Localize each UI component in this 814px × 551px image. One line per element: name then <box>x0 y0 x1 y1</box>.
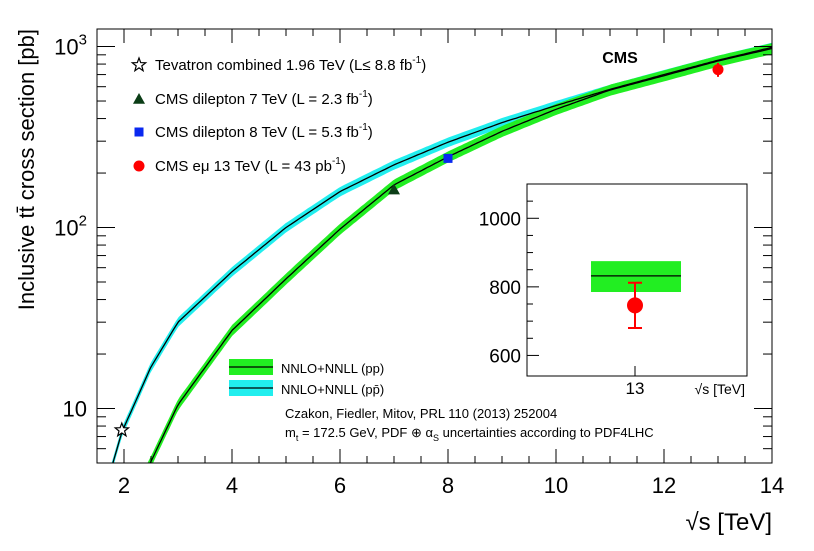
inset-x-axis-title: √s [TeV] <box>695 381 745 397</box>
legend-tevatron-marker <box>130 56 148 73</box>
inset-measurement-point <box>627 297 643 314</box>
cms-13tev-point <box>712 64 724 76</box>
legend-cms7-marker <box>133 93 145 104</box>
y-tick-label: 103 <box>54 32 87 60</box>
x-tick-label: 12 <box>652 473 676 498</box>
legend-entry-label: CMS dilepton 7 TeV (L = 2.3 fb-1) <box>155 89 373 108</box>
tevatron-point <box>113 421 131 438</box>
x-tick-label: 8 <box>442 473 454 498</box>
x-axis-title: √s [TeV] <box>685 509 772 536</box>
legend: Tevatron combined 1.96 TeV (L≤ 8.8 fb-1)… <box>130 55 654 443</box>
legend-band-label: NNLO+NNLL (pp̄) <box>281 382 384 397</box>
legend-entry-label: CMS dilepton 8 TeV (L = 5.3 fb-1) <box>155 122 373 141</box>
inset-plot: 600 800 1000 13 √s [TeV] <box>479 183 748 398</box>
main-axes: 2 4 6 8 10 12 14 10 102 103 √s [TeV] Inclusive tt̄ … <box>14 28 784 536</box>
legend-entry-label: Tevatron combined 1.96 TeV (L≤ 8.8 fb-1) <box>155 55 426 74</box>
cms-7tev-point <box>388 183 400 195</box>
legend-band-label: NNLO+NNLL (pp) <box>281 361 384 376</box>
y-tick-label: 10 <box>63 397 87 422</box>
inset-y-tick-label: 600 <box>489 346 521 367</box>
y-tick-label: 102 <box>54 213 87 241</box>
ppbar-band-central-line <box>112 46 772 463</box>
x-tick-label: 10 <box>544 473 568 498</box>
cms-label: CMS <box>602 50 638 67</box>
legend-cms13-marker <box>133 160 145 172</box>
inset-y-tick-label: 800 <box>489 278 521 299</box>
legend-cms8-marker <box>134 127 144 137</box>
plot-frame <box>96 28 773 464</box>
uncertainty-note: mt = 172.5 GeV, PDF ⊕ αS uncertainties a… <box>285 425 654 443</box>
x-tick-label: 4 <box>226 473 238 498</box>
y-axis-title: Inclusive tt̄ cross section [pb] <box>14 29 39 310</box>
inset-y-tick-label: 1000 <box>479 209 521 230</box>
legend-entry-label: CMS eμ 13 TeV (L = 43 pb-1) <box>155 156 346 175</box>
citation-text: Czakon, Fiedler, Mitov, PRL 110 (2013) 2… <box>285 406 557 421</box>
x-tick-label: 6 <box>334 473 346 498</box>
x-tick-label: 2 <box>118 473 130 498</box>
theory-bands <box>111 42 772 463</box>
inset-x-tick-label: 13 <box>626 379 645 398</box>
x-tick-label: 14 <box>760 473 784 498</box>
measurement-points <box>113 62 724 438</box>
pp-band-central-line <box>149 47 772 463</box>
cms-8tev-point <box>443 153 453 163</box>
